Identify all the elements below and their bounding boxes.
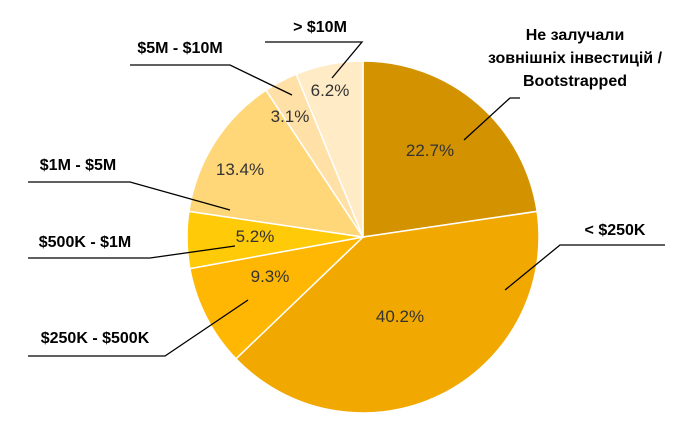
category-label: > $10M	[293, 19, 347, 36]
pie-slice	[188, 235, 366, 360]
category-label: < $250K	[585, 222, 646, 239]
slice-value-label: 40.2%	[376, 307, 424, 326]
category-label: Bootstrapped	[523, 73, 627, 90]
pie-slice	[188, 89, 365, 238]
category-label: $5M - $10M	[137, 40, 222, 57]
leader-line	[28, 299, 249, 357]
leader-line	[28, 245, 236, 259]
pie-slice	[234, 210, 540, 414]
category-label: $500K - $1M	[39, 234, 132, 251]
slice-value-label: 13.4%	[216, 160, 264, 179]
leader-line	[463, 97, 520, 141]
leader-line	[504, 244, 665, 291]
category-labels: Не залучали зовнішніх інвестицій / Bootstr…	[39, 19, 663, 347]
pie-slice	[295, 60, 364, 238]
leader-lines	[28, 41, 665, 357]
category-label: $1M - $5M	[40, 157, 116, 174]
pie-slices	[186, 60, 540, 414]
leader-line	[265, 41, 364, 79]
slice-value-label: 6.2%	[311, 81, 350, 100]
category-label: $250K - $500K	[41, 330, 150, 347]
category-label: зовнішніх інвестицій /	[488, 50, 663, 67]
leader-line	[28, 181, 231, 211]
leader-line	[130, 64, 293, 96]
pie-slice	[362, 60, 538, 238]
slice-value-label: 5.2%	[236, 227, 275, 246]
category-label: Не залучали	[526, 27, 625, 44]
slice-value-label: 3.1%	[271, 107, 310, 126]
slice-value-label: 9.3%	[251, 267, 290, 286]
slice-value-labels: 22.7% 40.2% 9.3% 5.2% 13.4% 3.1%6.2%	[216, 81, 454, 326]
slice-value-label: 22.7%	[406, 141, 454, 160]
